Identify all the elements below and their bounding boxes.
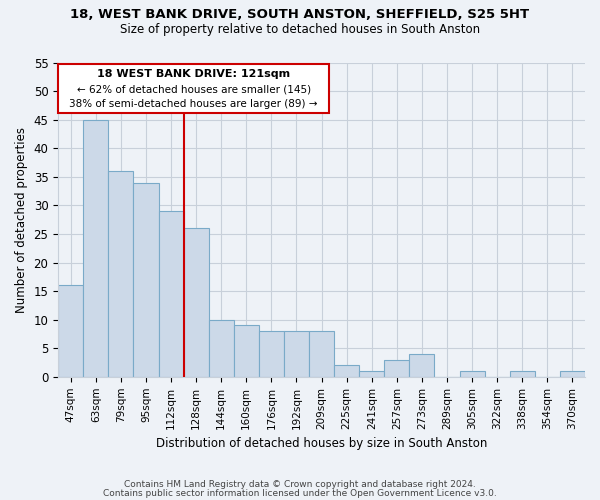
Bar: [209, 320, 234, 377]
Bar: [58, 286, 83, 377]
Bar: [234, 326, 259, 377]
Bar: [359, 371, 384, 377]
FancyBboxPatch shape: [58, 64, 329, 113]
Bar: [83, 120, 109, 377]
Bar: [510, 371, 535, 377]
Bar: [409, 354, 434, 377]
Y-axis label: Number of detached properties: Number of detached properties: [15, 126, 28, 312]
Bar: [158, 211, 184, 377]
Bar: [184, 228, 209, 377]
Bar: [460, 371, 485, 377]
Text: 18, WEST BANK DRIVE, SOUTH ANSTON, SHEFFIELD, S25 5HT: 18, WEST BANK DRIVE, SOUTH ANSTON, SHEFF…: [70, 8, 530, 20]
Text: Contains HM Land Registry data © Crown copyright and database right 2024.: Contains HM Land Registry data © Crown c…: [124, 480, 476, 489]
Bar: [334, 366, 359, 377]
Text: ← 62% of detached houses are smaller (145): ← 62% of detached houses are smaller (14…: [77, 84, 311, 94]
Bar: [259, 331, 284, 377]
Bar: [309, 331, 334, 377]
Text: Size of property relative to detached houses in South Anston: Size of property relative to detached ho…: [120, 22, 480, 36]
Bar: [384, 360, 409, 377]
Bar: [284, 331, 309, 377]
Text: 18 WEST BANK DRIVE: 121sqm: 18 WEST BANK DRIVE: 121sqm: [97, 70, 290, 80]
Bar: [109, 171, 133, 377]
X-axis label: Distribution of detached houses by size in South Anston: Distribution of detached houses by size …: [156, 437, 487, 450]
Bar: [560, 371, 585, 377]
Bar: [133, 182, 158, 377]
Text: Contains public sector information licensed under the Open Government Licence v3: Contains public sector information licen…: [103, 488, 497, 498]
Text: 38% of semi-detached houses are larger (89) →: 38% of semi-detached houses are larger (…: [70, 99, 318, 109]
